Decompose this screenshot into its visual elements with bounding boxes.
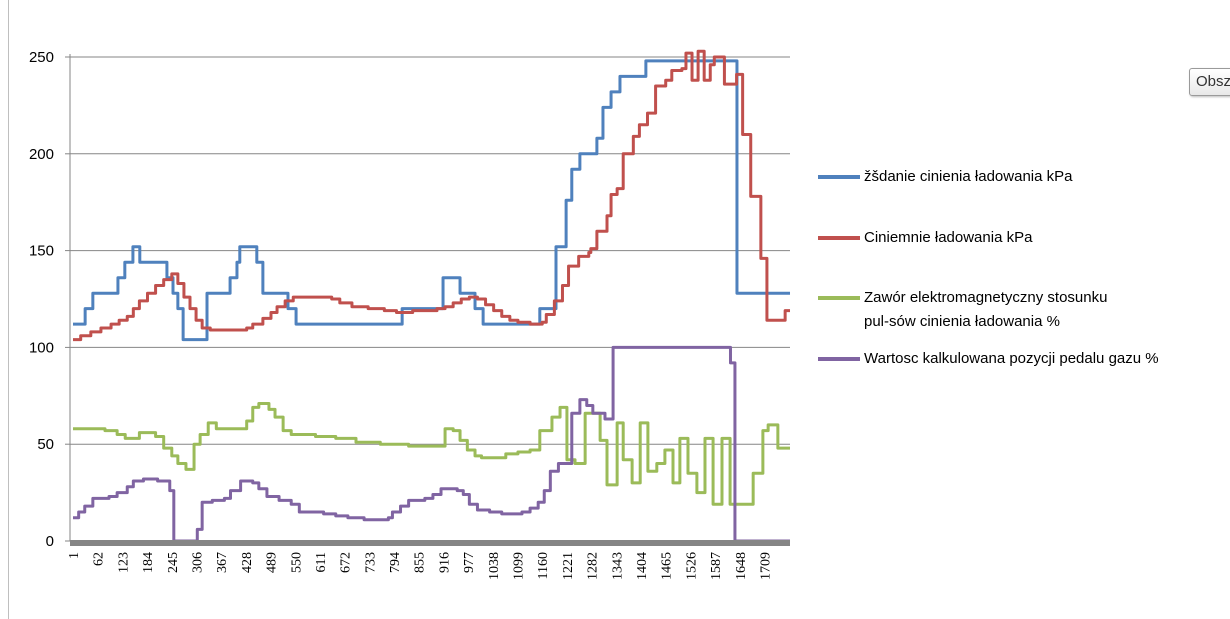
x-tick-label: 916 (437, 552, 452, 573)
x-tick-label: 1526 (684, 552, 699, 580)
legend-label: Ciniemnie ładowania kPa (864, 229, 1033, 246)
series-boost-pressure-line (73, 49, 791, 342)
y-tick-label: 100 (29, 339, 54, 356)
x-tick-label: 733 (363, 552, 378, 573)
gridlines (70, 56, 790, 445)
x-tick-label: 1099 (512, 552, 527, 580)
legend-swatch (818, 357, 860, 361)
x-tick-label: 123 (116, 552, 131, 573)
legend-item-solenoid-valve[interactable]: Zawór elektromagnetyczny stosunku pul-só… (818, 286, 1114, 334)
legend-swatch (818, 296, 860, 300)
x-tick-label: 62 (92, 552, 107, 566)
x-tick-label: 550 (289, 552, 304, 573)
x-tick-label: 977 (462, 552, 477, 573)
x-axis-bar (70, 540, 790, 546)
series-boost-request-line (73, 59, 791, 342)
y-tick-label: 200 (29, 146, 54, 163)
x-tick-label: 489 (265, 552, 280, 573)
y-tick-label: 0 (46, 533, 54, 550)
legend-item-boost-request[interactable]: žšdanie cinienia ładowania kPa (818, 165, 1224, 189)
x-tick-label: 367 (215, 552, 230, 573)
axes (69, 54, 790, 546)
x-tick-label: 855 (413, 552, 428, 573)
y-tick-label: 250 (29, 49, 54, 66)
x-tick-label: 1221 (561, 552, 576, 580)
x-tick-label: 1038 (487, 552, 502, 580)
y-tick-label: 150 (29, 243, 54, 260)
x-tick-label: 428 (240, 552, 255, 573)
x-tick-label: 245 (166, 552, 181, 573)
y-axis-ticks: 0 50 100 150 200 250 (29, 49, 70, 550)
legend-label: žšdanie cinienia ładowania kPa (864, 168, 1073, 185)
series-lines (73, 49, 791, 543)
x-tick-label: 1709 (758, 552, 773, 580)
series-pedal-position-line (73, 345, 791, 543)
series-solenoid-valve-line (73, 402, 791, 506)
x-tick-label: 611 (314, 552, 329, 572)
x-tick-label: 1160 (536, 552, 551, 579)
x-tick-label: 184 (141, 552, 156, 573)
chart-area-tooltip-button[interactable]: Obsz (1189, 68, 1230, 96)
x-tick-label: 1648 (734, 552, 749, 580)
x-tick-label: 1282 (586, 552, 601, 580)
legend-item-pedal-position[interactable]: Wartosc kalkulowana pozycji pedalu gazu … (818, 347, 1224, 371)
x-axis-ticks: 1 62 123 184 245 306 367 428 489 550 611 672 733 794 8… (67, 552, 773, 580)
legend-label: Zawór elektromagnetyczny stosunku pul-só… (864, 289, 1108, 330)
window-border (8, 0, 9, 619)
legend-label: Wartosc kalkulowana pozycji pedalu gazu … (864, 350, 1159, 367)
x-tick-label: 1 (67, 552, 82, 559)
legend-swatch (818, 175, 860, 179)
x-tick-label: 1465 (660, 552, 675, 580)
x-tick-label: 306 (190, 552, 205, 573)
x-tick-label: 794 (388, 552, 403, 573)
legend-item-boost-pressure[interactable]: Ciniemnie ładowania kPa (818, 226, 1224, 250)
legend-swatch (818, 236, 860, 240)
x-tick-label: 1404 (635, 552, 650, 580)
x-tick-label: 1587 (709, 552, 724, 580)
x-tick-label: 1343 (610, 552, 625, 580)
y-tick-label: 50 (37, 436, 54, 453)
x-tick-label: 672 (339, 552, 354, 573)
